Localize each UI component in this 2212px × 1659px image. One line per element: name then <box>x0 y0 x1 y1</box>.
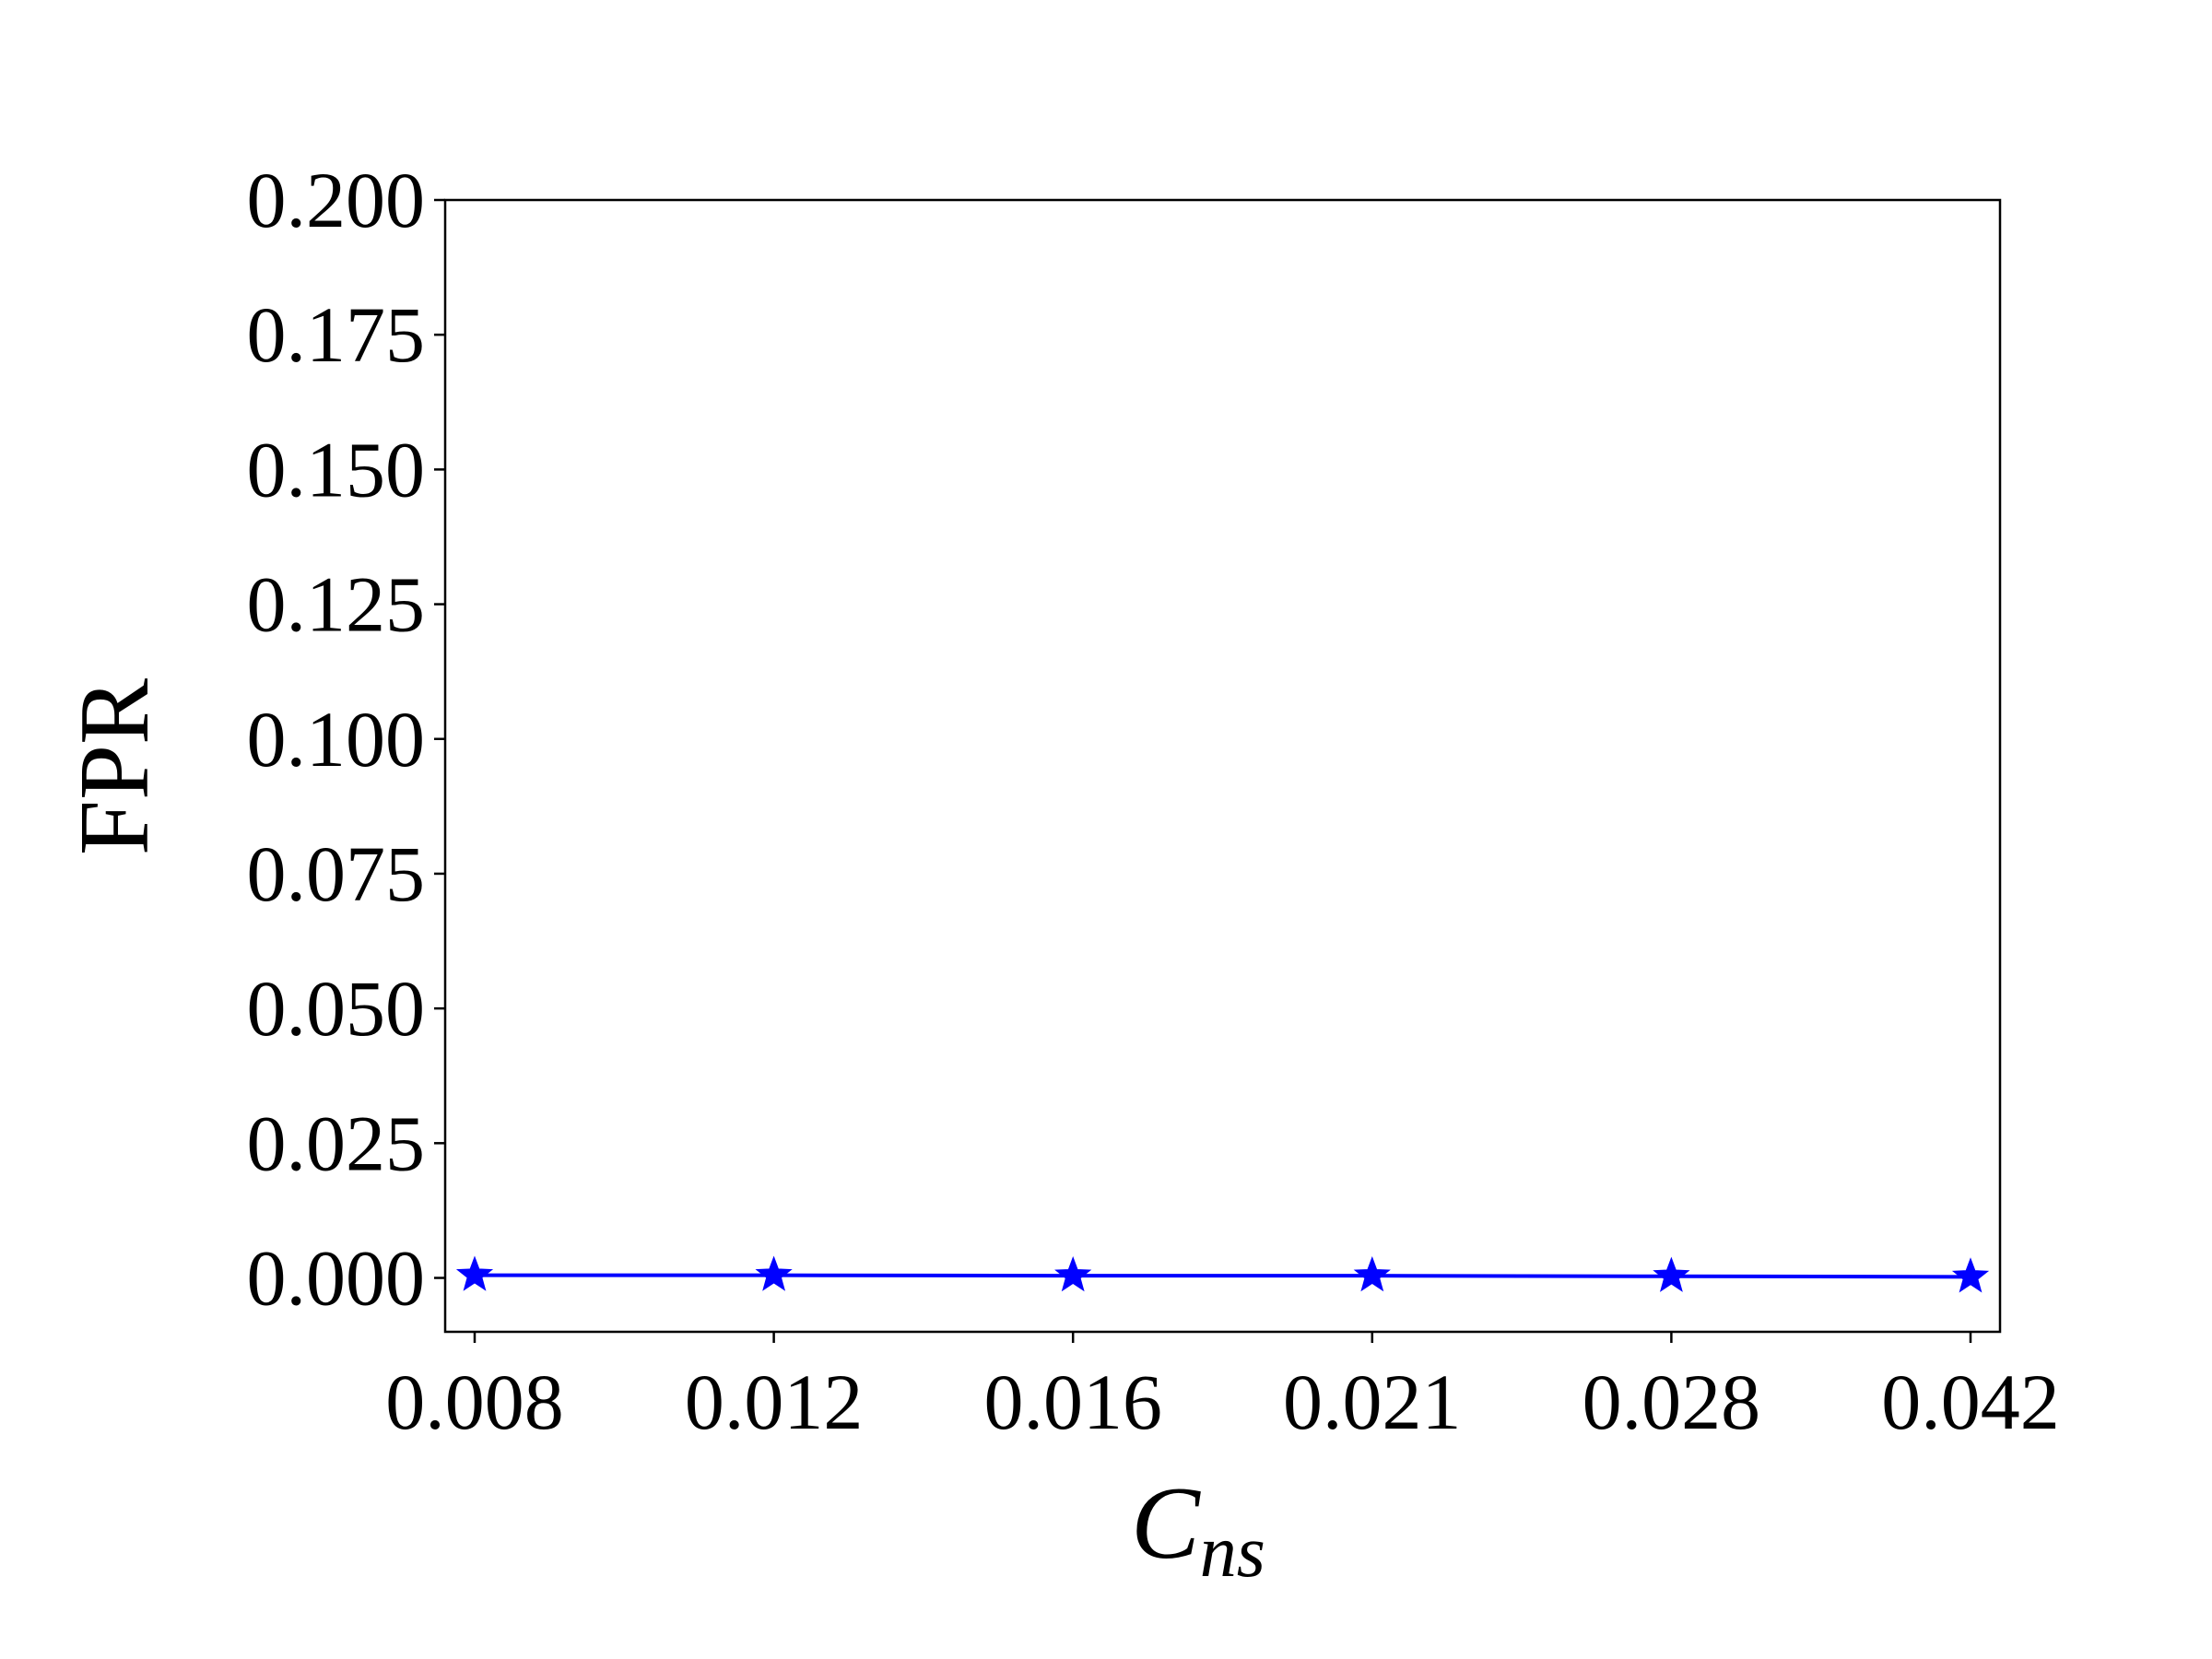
series-layer <box>455 1255 1990 1293</box>
data-point-marker <box>1653 1256 1690 1292</box>
data-point-marker <box>755 1255 793 1291</box>
data-point-marker <box>455 1255 494 1291</box>
plot-frame <box>443 198 2002 1334</box>
y-axis-ticks: 0.000 0.025 0.050 0.075 0.100 0.125 0.150 0.175… <box>247 156 445 1323</box>
y-tick-label: 0.000 <box>247 1234 426 1323</box>
x-tick-label: 0.028 <box>1583 1358 1761 1446</box>
x-tick-label: 0.012 <box>685 1358 864 1446</box>
y-tick-label: 0.125 <box>247 560 426 649</box>
y-tick-label: 0.150 <box>247 425 426 513</box>
x-axis-title-main: C <box>1131 1466 1201 1581</box>
x-tick-label: 0.021 <box>1283 1358 1462 1446</box>
y-tick-label: 0.025 <box>247 1099 426 1187</box>
data-point-marker <box>1353 1256 1391 1292</box>
data-point-marker <box>1951 1257 1990 1293</box>
x-axis-title: Cns <box>1131 1466 1265 1593</box>
y-tick-label: 0.075 <box>247 830 426 918</box>
y-tick-label: 0.050 <box>247 964 426 1053</box>
series-line <box>475 1273 1971 1279</box>
x-tick-label: 0.008 <box>385 1358 564 1446</box>
y-tick-label: 0.200 <box>247 156 426 244</box>
x-axis-ticks: 0.008 0.012 0.016 0.021 0.028 0.042 <box>385 1332 2060 1446</box>
x-tick-label: 0.016 <box>983 1358 1162 1446</box>
y-tick-label: 0.175 <box>247 290 426 379</box>
y-axis-title: FPR <box>60 678 170 855</box>
y-tick-label: 0.100 <box>247 695 426 783</box>
x-axis-title-subscript: ns <box>1200 1512 1265 1593</box>
data-point-marker <box>1054 1256 1092 1292</box>
x-tick-label: 0.042 <box>1881 1358 2060 1446</box>
